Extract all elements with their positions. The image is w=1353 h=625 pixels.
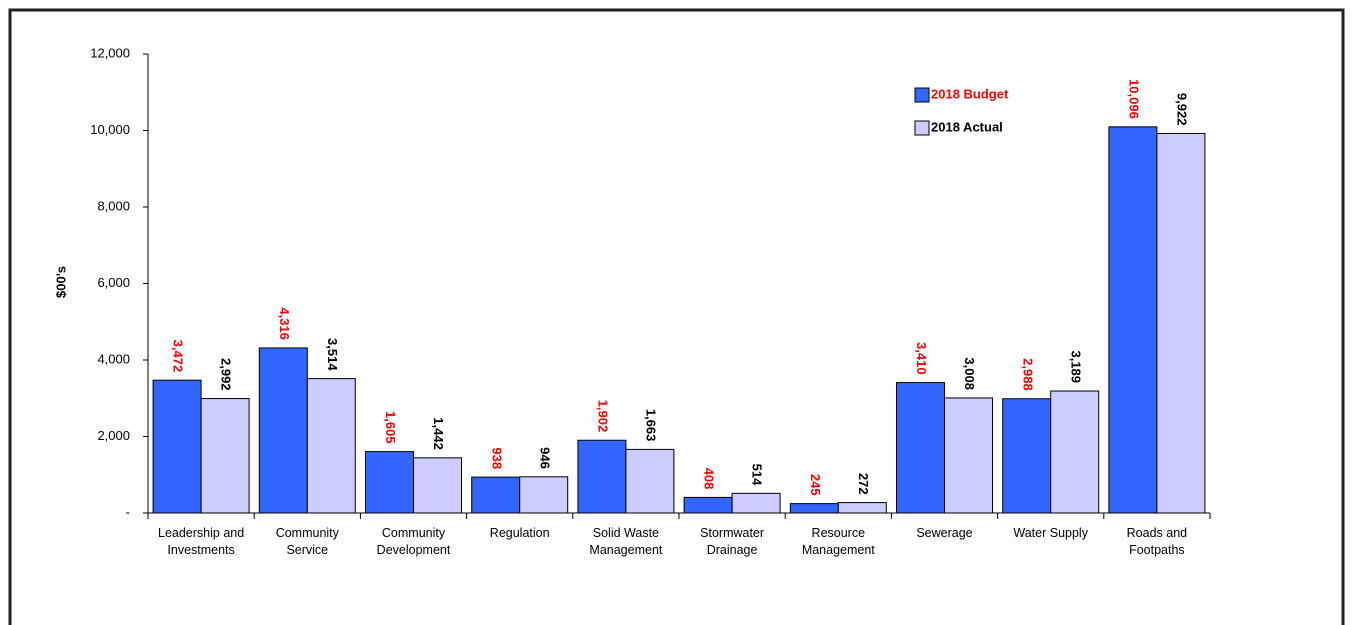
x-tick-label: Community Service	[275, 526, 339, 557]
y-tick-label: -	[126, 504, 130, 519]
bar	[944, 397, 993, 514]
value-label: 1,605	[383, 411, 398, 444]
bar	[152, 379, 202, 514]
x-tick-label: Leadership and Investments	[158, 526, 245, 557]
bar	[789, 503, 839, 514]
bar	[731, 492, 781, 514]
value-label: 3,008	[962, 357, 977, 390]
bar	[837, 502, 887, 514]
bar	[1002, 398, 1052, 514]
value-label: 946	[537, 447, 552, 469]
value-label: 3,410	[914, 342, 929, 375]
bar	[577, 439, 627, 514]
bar	[200, 398, 250, 514]
bar	[258, 347, 308, 514]
value-label: 9,922	[1174, 93, 1189, 126]
x-tick-label: Sewerage	[916, 526, 973, 540]
value-label: 2,988	[1020, 358, 1035, 391]
x-tick-label: Community Development	[376, 526, 451, 557]
bar	[1108, 126, 1158, 514]
bar	[625, 448, 675, 514]
value-label: 3,514	[325, 338, 340, 371]
bar	[365, 451, 414, 514]
value-label: 1,663	[643, 409, 658, 442]
bar	[519, 476, 569, 514]
x-tick-label: Water Supply	[1013, 526, 1088, 540]
legend-label: 2018 Actual	[931, 119, 1003, 134]
value-label: 2,992	[219, 358, 234, 391]
value-label: 3,472	[171, 340, 186, 373]
value-label: 3,189	[1068, 350, 1083, 383]
bar	[1156, 132, 1206, 514]
x-tick-label: Stormwater Drainage	[700, 526, 765, 557]
value-label: 4,316	[277, 307, 292, 340]
y-tick-label: 12,000	[90, 45, 130, 60]
bar	[413, 457, 462, 514]
value-label: 938	[489, 447, 504, 469]
bar	[471, 476, 521, 514]
legend-swatch	[914, 87, 930, 103]
bar	[683, 496, 733, 514]
value-label: 10,096	[1126, 79, 1141, 119]
legend-label: 2018 Budget	[931, 86, 1009, 101]
x-tick-label: Regulation	[489, 526, 550, 540]
x-tick-label: Resource Management	[801, 526, 875, 557]
bar	[1050, 390, 1100, 514]
y-tick-label: 8,000	[97, 198, 130, 213]
y-tick-label: 6,000	[97, 275, 130, 290]
value-label: 1,442	[431, 417, 446, 450]
value-label: 1,902	[595, 400, 610, 433]
value-label: 272	[856, 473, 871, 495]
value-label: 514	[750, 464, 765, 486]
y-tick-label: 10,000	[90, 122, 130, 137]
legend-swatch	[914, 120, 930, 136]
y-axis-title: $00's	[53, 266, 68, 298]
value-label: 408	[702, 468, 717, 490]
value-label: 245	[808, 474, 823, 496]
x-tick-label: Roads and Footpaths	[1126, 526, 1188, 557]
y-tick-label: 2,000	[97, 428, 130, 443]
frame	[8, 8, 1345, 625]
bar	[306, 378, 356, 514]
x-tick-label: Solid Waste Management	[589, 526, 663, 557]
bar	[896, 382, 945, 514]
y-tick-label: 4,000	[97, 351, 130, 366]
